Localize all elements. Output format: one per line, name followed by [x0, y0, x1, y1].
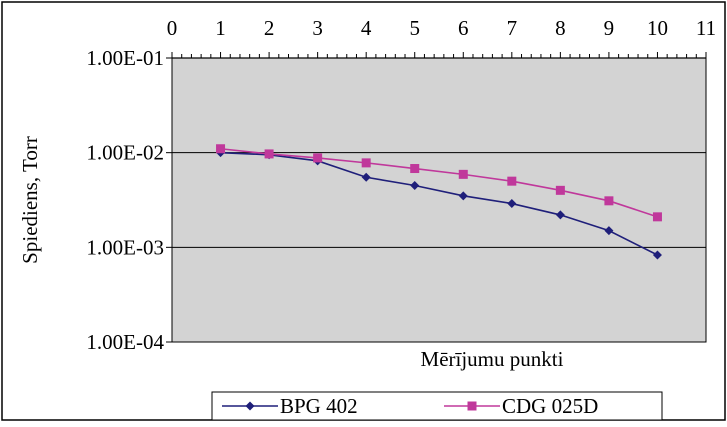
data-point: [604, 196, 614, 206]
y-tick-label: 1.00E-04: [86, 330, 164, 354]
x-tick-label: 7: [507, 16, 518, 40]
x-tick-label: 1: [215, 16, 226, 40]
x-tick-label: 3: [312, 16, 323, 40]
data-point: [410, 164, 420, 174]
data-point: [555, 210, 565, 220]
legend-label: BPG 402: [280, 394, 358, 418]
data-point: [361, 158, 371, 168]
y-axis: 1.00E-01 1.00E-02 1.00E-03 1.00E-04: [86, 46, 172, 354]
data-point: [604, 226, 614, 236]
x-tick-label: 2: [264, 16, 275, 40]
x-tick-label: 11: [696, 16, 716, 40]
legend-label: CDG 025D: [502, 394, 598, 418]
x-tick-label: 9: [604, 16, 615, 40]
data-point: [361, 172, 371, 182]
series-line: [220, 151, 658, 256]
data-point: [555, 185, 565, 195]
x-axis: 0 1 2 3 4 5 6 7 8 9 10 11: [167, 16, 716, 59]
x-tick-label: 8: [555, 16, 566, 40]
series-layer: [216, 144, 662, 260]
data-point: [652, 212, 662, 222]
data-point: [458, 191, 468, 201]
data-point: [410, 180, 420, 190]
legend-marker: [467, 401, 477, 411]
legend-item-1: CDG 025D: [444, 394, 598, 418]
y-axis-title: Spiediens, Torr: [18, 136, 42, 264]
series-1: [216, 144, 662, 222]
data-point: [216, 144, 226, 154]
legend: BPG 402 CDG 025D: [211, 391, 663, 421]
legend-marker: [245, 401, 255, 411]
data-point: [458, 169, 468, 179]
data-point: [313, 153, 323, 163]
legend-entries: BPG 402 CDG 025D: [222, 394, 598, 418]
x-tick-label: 10: [647, 16, 668, 40]
y-tick-label: 1.00E-01: [86, 46, 164, 70]
y-tick-label: 1.00E-02: [86, 141, 164, 165]
x-tick-label: 5: [409, 16, 420, 40]
x-tick-label: 6: [458, 16, 469, 40]
data-point: [652, 250, 662, 260]
series-line: [220, 147, 658, 218]
data-point: [507, 199, 517, 209]
legend-box: [211, 391, 663, 421]
legend-item-0: BPG 402: [222, 394, 358, 418]
x-tick-label: 0: [167, 16, 178, 40]
x-axis-title: Mērījumu punkti: [421, 347, 564, 371]
x-tick-label: 4: [361, 16, 372, 40]
data-point: [507, 176, 517, 186]
data-point: [264, 149, 274, 159]
y-tick-label: 1.00E-03: [86, 235, 164, 259]
plot-area: [171, 57, 707, 343]
